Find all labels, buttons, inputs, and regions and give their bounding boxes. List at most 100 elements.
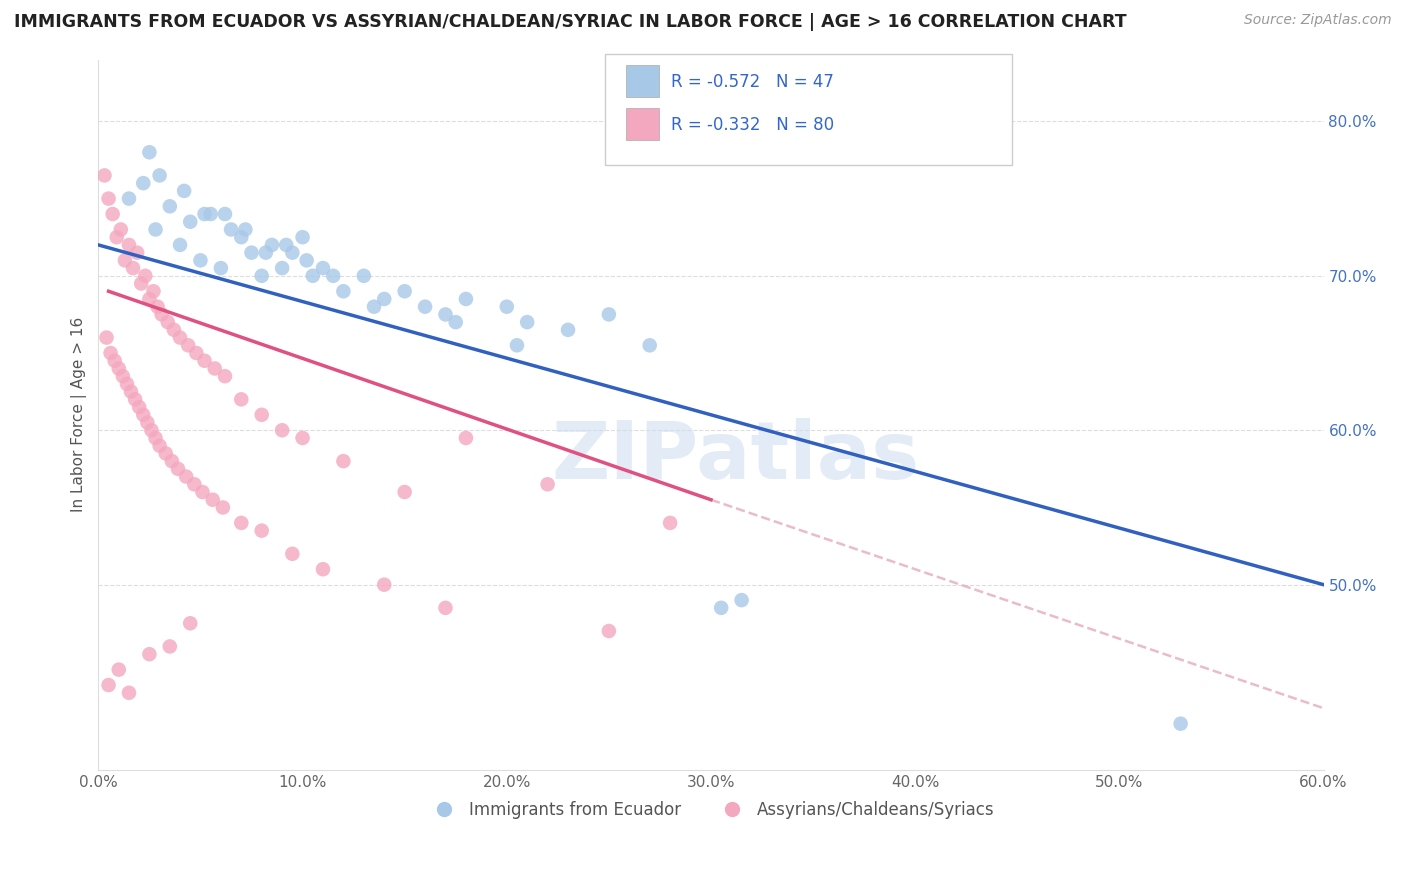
Point (100, 346, 122, 360)
Point (132, 408, 155, 422)
Point (141, 423, 163, 437)
Point (174, 469, 197, 483)
Point (454, 431, 477, 445)
Point (413, 300, 436, 314)
Text: R = -0.332   N = 80: R = -0.332 N = 80 (671, 116, 834, 134)
Point (598, 307, 620, 321)
Point (107, 663, 129, 677)
Point (250, 524, 273, 538)
Point (138, 647, 160, 661)
Point (149, 439, 172, 453)
Point (129, 277, 152, 291)
Point (177, 338, 200, 352)
Point (312, 261, 335, 276)
Point (124, 392, 146, 407)
Point (598, 624, 620, 638)
Point (281, 245, 304, 260)
Point (191, 485, 214, 500)
Point (454, 292, 477, 306)
Point (179, 215, 201, 229)
Point (155, 446, 177, 460)
Point (394, 285, 416, 299)
Point (373, 577, 395, 591)
Point (134, 268, 156, 283)
Point (138, 145, 160, 160)
Point (291, 431, 314, 445)
Point (332, 454, 354, 468)
Point (118, 686, 141, 700)
Point (146, 300, 169, 314)
Point (231, 230, 253, 244)
Point (638, 338, 661, 352)
Point (201, 492, 224, 507)
Point (301, 268, 323, 283)
Point (105, 230, 128, 244)
Point (373, 292, 395, 306)
Point (115, 376, 138, 391)
Point (710, 600, 733, 615)
Point (110, 222, 132, 236)
Point (214, 207, 236, 221)
Point (111, 369, 134, 384)
Point (101, 207, 124, 221)
Point (156, 315, 179, 329)
Text: ZIPatlas: ZIPatlas (551, 418, 920, 497)
Point (136, 416, 159, 430)
Point (219, 222, 242, 236)
Point (169, 330, 191, 344)
Point (332, 285, 354, 299)
Point (271, 423, 294, 437)
Point (173, 184, 195, 198)
Point (240, 245, 263, 260)
Point (93, 169, 115, 183)
Point (200, 207, 222, 221)
Point (149, 169, 172, 183)
Point (506, 338, 529, 352)
Point (127, 245, 149, 260)
Point (295, 253, 318, 268)
Point (186, 346, 208, 360)
Point (193, 207, 215, 221)
Point (254, 245, 277, 260)
Y-axis label: In Labor Force | Age > 16: In Labor Force | Age > 16 (72, 318, 87, 512)
Point (231, 392, 253, 407)
Point (353, 268, 375, 283)
Point (163, 323, 186, 337)
Point (97, 678, 120, 692)
Point (159, 199, 181, 213)
Point (114, 253, 136, 268)
Point (659, 516, 682, 530)
Point (179, 616, 201, 631)
Point (291, 230, 314, 244)
Point (231, 516, 253, 530)
Point (190, 253, 212, 268)
Point (132, 176, 155, 190)
Point (145, 222, 167, 236)
Point (183, 477, 205, 491)
Point (434, 307, 457, 321)
Point (276, 238, 298, 252)
Point (145, 431, 167, 445)
Point (536, 477, 558, 491)
Point (260, 238, 283, 252)
Point (167, 462, 190, 476)
Point (169, 238, 191, 252)
Point (97, 192, 120, 206)
Point (444, 315, 467, 329)
Point (322, 268, 344, 283)
Point (214, 369, 236, 384)
Point (235, 222, 257, 236)
Point (122, 261, 145, 276)
Text: R = -0.572   N = 47: R = -0.572 N = 47 (671, 73, 834, 91)
Point (159, 640, 181, 654)
Point (204, 361, 226, 376)
Point (209, 261, 232, 276)
Point (271, 261, 294, 276)
Text: Source: ZipAtlas.com: Source: ZipAtlas.com (1244, 13, 1392, 28)
Point (107, 361, 129, 376)
Point (118, 238, 141, 252)
Point (557, 323, 579, 337)
Point (312, 562, 335, 576)
Point (142, 285, 165, 299)
Point (96, 330, 118, 344)
